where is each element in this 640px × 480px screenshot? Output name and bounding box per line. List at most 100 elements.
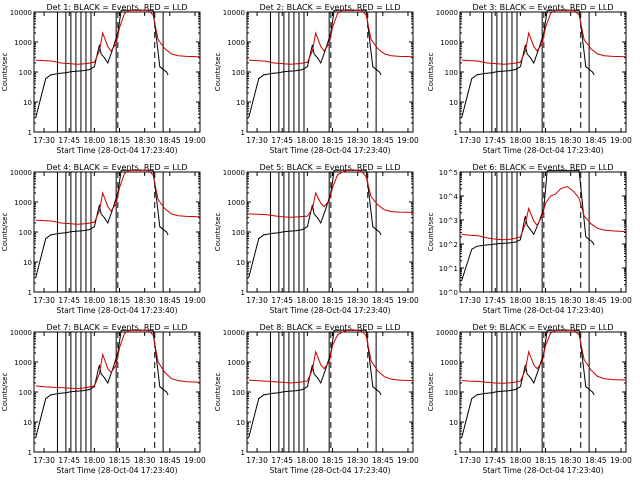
y-tick-label: 10000 [10, 329, 32, 337]
x-tick-label: 18:15 [322, 136, 344, 145]
y-tick-label: 100 [19, 229, 32, 237]
x-tick-label: 18:45 [159, 296, 181, 305]
x-tick-label: 17:45 [271, 136, 293, 145]
x-tick-label: 18:00 [297, 296, 319, 305]
y-axis-label: Counts/sec [1, 53, 9, 92]
x-tick-label: 17:45 [271, 456, 293, 465]
y-tick-label: 100 [19, 69, 32, 77]
x-tick-label: 17:30 [33, 136, 55, 145]
y-tick-label: 10000 [223, 329, 245, 337]
y-tick-label: 10000 [436, 329, 458, 337]
detector-panel: 1 10 100 1000 10000 17:30 17:45 18:00 18:15 18:30… [0, 320, 213, 480]
y-tick-label: 1000 [227, 359, 245, 367]
y-tick-label: 100 [232, 389, 245, 397]
lld-series-line [461, 9, 627, 65]
y-tick-label: 1 [241, 449, 245, 457]
events-series-line [461, 170, 595, 281]
y-tick-label: 1000 [440, 359, 458, 367]
detector-chart: 1 10 100 1000 10000 17:30 17:45 18:00 18:15 18:30… [1, 163, 206, 315]
detector-chart: 1 10 100 1000 10000 17:30 17:45 18:00 18:15 18:30… [427, 3, 632, 155]
x-axis-label: Start Time (28-Oct-04 17:23:40) [482, 466, 603, 475]
x-tick-label: 19:00 [397, 456, 419, 465]
detector-panel: 10^0 10^1 10^2 10^3 10^4 10^5 17:30 17:45 18:00 1… [426, 160, 639, 320]
x-tick-label: 18:30 [347, 456, 369, 465]
detector-panel: 1 10 100 1000 10000 17:30 17:45 18:00 18:15 18:30… [426, 0, 639, 160]
events-series-line [248, 9, 382, 118]
x-axis-label: Start Time (28-Oct-04 17:23:40) [269, 466, 390, 475]
events-series-line [461, 329, 595, 438]
x-tick-label: 17:30 [246, 296, 268, 305]
x-axis-label: Start Time (28-Oct-04 17:23:40) [56, 466, 177, 475]
lld-series-line [35, 169, 201, 225]
x-tick-label: 18:30 [134, 296, 156, 305]
chart-title: Det 6: BLACK = Events, RED = LLD [473, 163, 614, 172]
events-series-line [461, 9, 595, 118]
x-tick-label: 18:45 [585, 136, 607, 145]
x-tick-label: 18:45 [585, 456, 607, 465]
x-axis-label: Start Time (28-Oct-04 17:23:40) [56, 306, 177, 315]
y-tick-label: 100 [232, 229, 245, 237]
plot-frame [459, 331, 627, 453]
x-tick-label: 18:00 [297, 136, 319, 145]
events-series-line [35, 9, 169, 118]
chart-title: Det 9: BLACK = Events, RED = LLD [473, 323, 614, 332]
y-tick-label: 1 [241, 129, 245, 137]
x-tick-label: 19:00 [610, 136, 632, 145]
y-tick-label: 1 [28, 289, 32, 297]
detector-chart: 1 10 100 1000 10000 17:30 17:45 18:00 18:15 18:30… [1, 323, 206, 475]
lld-series-line [248, 329, 414, 384]
y-tick-label: 100 [232, 69, 245, 77]
y-tick-label: 1000 [440, 39, 458, 47]
y-tick-label: 1 [28, 449, 32, 457]
lld-series-line [461, 329, 627, 384]
y-tick-label: 1 [241, 289, 245, 297]
x-tick-label: 17:30 [459, 136, 481, 145]
x-tick-label: 18:15 [535, 456, 557, 465]
y-tick-label: 1000 [14, 199, 32, 207]
x-tick-label: 18:15 [322, 296, 344, 305]
x-tick-label: 17:45 [484, 456, 506, 465]
y-tick-label: 10^0 [439, 289, 458, 297]
y-tick-label: 10000 [223, 169, 245, 177]
x-tick-label: 18:45 [372, 456, 394, 465]
x-tick-label: 18:00 [84, 136, 106, 145]
plot-frame [33, 11, 201, 133]
plot-frame [33, 171, 201, 293]
y-tick-label: 10 [449, 419, 458, 427]
x-tick-label: 18:45 [585, 296, 607, 305]
x-tick-label: 18:45 [372, 136, 394, 145]
x-tick-label: 17:45 [484, 296, 506, 305]
y-axis-label: Counts/sec [1, 213, 9, 252]
x-tick-label: 18:15 [535, 136, 557, 145]
x-tick-label: 18:30 [347, 136, 369, 145]
y-tick-label: 10 [236, 259, 245, 267]
plot-frame [246, 331, 414, 453]
detector-panel: 1 10 100 1000 10000 17:30 17:45 18:00 18:15 18:30… [213, 320, 426, 480]
detector-chart: 10^010^110^210^310^410^517:30 17:45 18:00 1… [427, 163, 632, 315]
x-tick-label: 19:00 [610, 456, 632, 465]
x-tick-label: 18:00 [84, 456, 106, 465]
x-tick-label: 18:15 [109, 136, 131, 145]
chart-title: Det 5: BLACK = Events, RED = LLD [260, 163, 401, 172]
detector-panel: 1 10 100 1000 10000 17:30 17:45 18:00 18:15 18:30… [0, 160, 213, 320]
x-tick-label: 18:00 [84, 296, 106, 305]
x-tick-label: 18:30 [134, 456, 156, 465]
y-tick-label: 1000 [14, 359, 32, 367]
lld-series-line [248, 9, 414, 65]
x-tick-label: 17:30 [33, 296, 55, 305]
x-axis-label: Start Time (28-Oct-04 17:23:40) [269, 306, 390, 315]
plot-frame [246, 171, 414, 293]
y-tick-label: 10 [236, 419, 245, 427]
events-series-line [248, 169, 382, 278]
x-tick-label: 18:15 [109, 296, 131, 305]
detector-chart: 1 10 100 1000 10000 17:30 17:45 18:00 18:15 18:30… [214, 163, 419, 315]
y-axis-label: Counts/sec [214, 213, 222, 252]
y-tick-label: 10000 [10, 9, 32, 17]
chart-title: Det 8: BLACK = Events, RED = LLD [260, 323, 401, 332]
chart-title: Det 2: BLACK = Events, RED = LLD [260, 3, 401, 12]
x-tick-label: 18:15 [535, 296, 557, 305]
y-tick-label: 10000 [223, 9, 245, 17]
lld-series-line [248, 169, 414, 218]
x-tick-label: 17:45 [58, 296, 80, 305]
